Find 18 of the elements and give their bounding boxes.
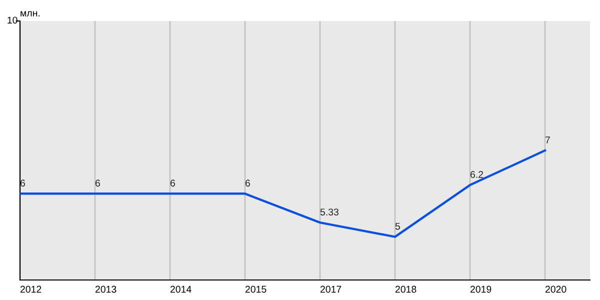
x-tick-label: 2014: [170, 286, 192, 293]
data-label: 6: [170, 180, 175, 187]
data-label: 5.33: [320, 208, 338, 216]
x-tick-label: 2013: [95, 286, 116, 293]
x-tick-label: 2015: [245, 286, 266, 293]
data-label: 7: [546, 136, 550, 144]
y-axis-title: млн.: [20, 11, 40, 16]
data-label: 6: [20, 180, 25, 187]
text: 10: [8, 16, 18, 24]
x-tick-label: 2018: [395, 286, 416, 293]
x-tick-label: 2012: [20, 286, 42, 293]
x-tick-label: 2017: [320, 286, 342, 293]
x-tick-label: 2019: [470, 286, 492, 293]
data-label: 6: [245, 180, 250, 187]
data-label: 6: [95, 180, 100, 187]
data-label: 5: [395, 222, 400, 230]
x-tick-label: 2020: [545, 286, 566, 293]
data-label: 6.2: [470, 171, 484, 178]
